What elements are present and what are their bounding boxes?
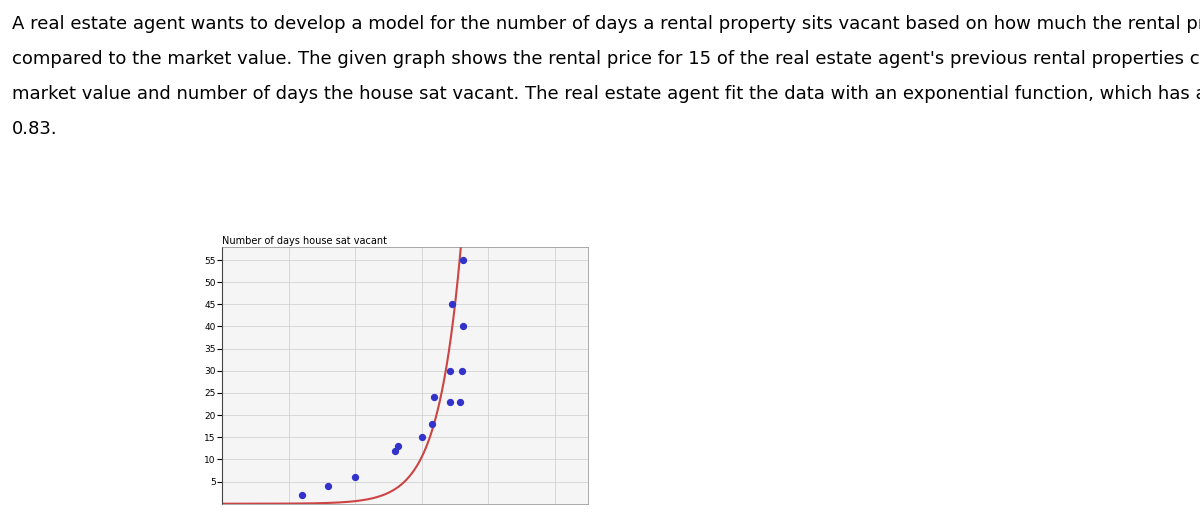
Point xyxy=(422,420,442,428)
Point xyxy=(346,473,365,481)
Point xyxy=(452,366,472,375)
Point xyxy=(442,300,461,308)
Text: compared to the market value. The given graph shows the rental price for 15 of t: compared to the market value. The given … xyxy=(12,50,1200,68)
Point xyxy=(389,442,408,450)
Point xyxy=(454,256,473,264)
Point xyxy=(319,482,338,490)
Point xyxy=(451,398,470,406)
Point xyxy=(440,398,460,406)
Point xyxy=(424,393,443,401)
Point xyxy=(412,433,431,442)
Point xyxy=(454,322,473,331)
Text: A real estate agent wants to develop a model for the number of days a rental pro: A real estate agent wants to develop a m… xyxy=(12,15,1200,33)
Text: Number of days house sat vacant: Number of days house sat vacant xyxy=(222,236,386,246)
Text: market value and number of days the house sat vacant. The real estate agent fit : market value and number of days the hous… xyxy=(12,85,1200,103)
Text: 0.83.: 0.83. xyxy=(12,120,58,138)
Point xyxy=(440,366,460,375)
Point xyxy=(293,491,312,499)
Point xyxy=(385,447,404,455)
